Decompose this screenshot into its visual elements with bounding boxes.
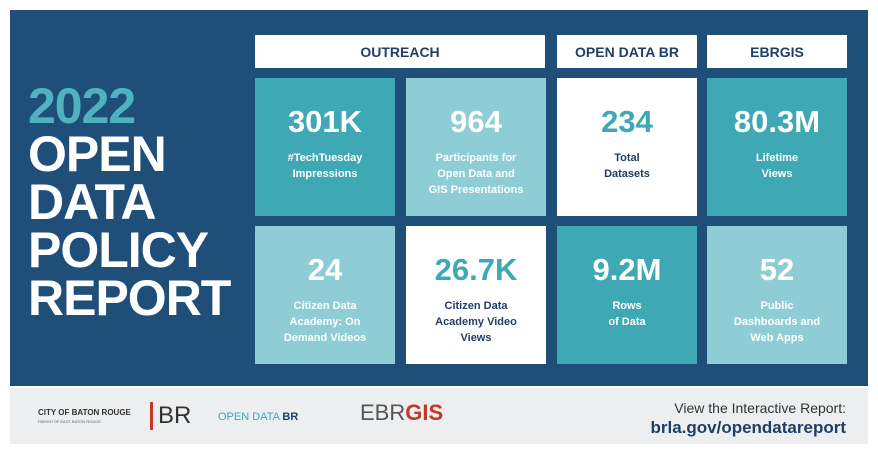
br-logo: BR	[158, 402, 191, 430]
ebr-text: EBR	[360, 400, 405, 425]
section-header: OUTREACH	[255, 35, 545, 68]
open-data-text: OPEN DATA	[218, 411, 279, 423]
stat-value: 80.3M	[707, 104, 847, 140]
title-line: POLICY	[28, 226, 230, 274]
stat-value: 24	[255, 252, 395, 288]
description-line: Public	[707, 298, 847, 314]
title-line: REPORT	[28, 274, 230, 322]
description-line: Dashboards and	[707, 314, 847, 330]
infographic: 2022 OPEN DATA POLICY REPORT OUTREACH OP…	[0, 0, 878, 449]
description-line: Academy Video	[406, 314, 546, 330]
title-line: DATA	[28, 178, 230, 226]
gis-text: GIS	[405, 400, 443, 425]
section-header: OPEN DATA BR	[557, 35, 697, 68]
description-line: Participants for	[406, 150, 546, 166]
description-line: Views	[406, 330, 546, 346]
description-line: Citizen Data	[255, 298, 395, 314]
description-line: Impressions	[255, 166, 395, 182]
description-line: Datasets	[557, 166, 697, 182]
description-line: Demand Videos	[255, 330, 395, 346]
year: 2022	[28, 82, 230, 130]
description-line: #TechTuesday	[255, 150, 395, 166]
stat-value: 52	[707, 252, 847, 288]
description-line: Web Apps	[707, 330, 847, 346]
stat-value: 9.2M	[557, 252, 697, 288]
stat-value: 26.7K	[406, 252, 546, 288]
open-data-logo: OPEN DATA BR	[218, 411, 298, 423]
report-title: 2022 OPEN DATA POLICY REPORT	[28, 82, 230, 322]
stat-value: 234	[557, 104, 697, 140]
description-line: Open Data and	[406, 166, 546, 182]
section-header: EBRGIS	[707, 35, 847, 68]
footer: CITY OF BATON ROUGE PARISH OF EAST BATON…	[10, 388, 868, 444]
stat-value: 964	[406, 104, 546, 140]
stat-value: 301K	[255, 104, 395, 140]
description-line: Views	[707, 166, 847, 182]
title-line: OPEN	[28, 130, 230, 178]
description-line: of Data	[557, 314, 697, 330]
open-data-br: BR	[282, 411, 298, 423]
description-line: Rows	[557, 298, 697, 314]
ebrgis-logo: EBRGIS	[360, 400, 443, 426]
description-line: Lifetime	[707, 150, 847, 166]
city-name: CITY OF BATON ROUGE	[38, 408, 131, 417]
description-line: Total	[557, 150, 697, 166]
cta: View the Interactive Report:	[674, 400, 846, 416]
description-line: Citizen Data	[406, 298, 546, 314]
parish-name: PARISH OF EAST BATON ROUGE	[38, 419, 101, 424]
report-url: brla.gov/opendatareport	[650, 418, 846, 438]
description-line: GIS Presentations	[406, 182, 546, 198]
description-line: Academy: On	[255, 314, 395, 330]
